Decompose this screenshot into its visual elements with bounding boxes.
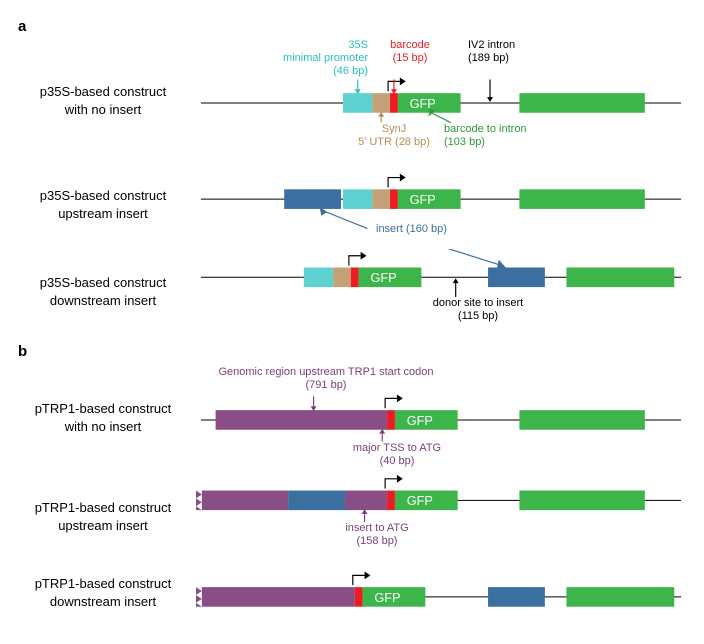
panel-b-row-1: pTRP1-based constructwith no insert GFP … [18,366,686,470]
annot-ins2atg: insert to ATG(158 bp) [332,522,422,548]
annot-intron: IV2 intron(189 bp) [468,39,515,65]
row-label: pTRP1-based constructupstream insert [18,499,196,534]
annot-tss: major TSS to ATG(40 bp) [342,442,452,468]
annot-insert: insert (160 bp) [376,223,447,236]
row-label: pTRP1-based constructwith no insert [18,400,196,435]
annot-donor: donor site to insert(115 bp) [418,297,538,323]
annot-bc2int: barcode to intron(103 bp) [444,123,527,149]
annot-promoter: 35Sminimal promoter(46 bp) [278,39,368,79]
construct-diagram: GFP [196,41,686,161]
row-label: pTRP1-based constructdownstream insert [18,575,196,610]
row-label: p35S-based constructupstream insert [18,187,196,222]
panel-a-row-1: p35S-based constructwith no insert GFP 3… [18,41,686,161]
construct-diagram: GFP [196,474,686,560]
gfp-text: GFP [410,96,436,111]
annot-synj: SynJ5' UTR (28 bp) [349,123,439,149]
construct-diagram: GFP [196,567,686,619]
annot-upstream: Genomic region upstream TRP1 start codon… [196,366,456,392]
panel-a-row-2: p35S-based constructupstream insert GFP … [18,165,686,245]
row-label: p35S-based constructdownstream insert [18,274,196,309]
svg-text:GFP: GFP [407,493,433,508]
svg-text:GFP: GFP [407,413,433,428]
panel-a-letter: a [18,18,686,35]
panel-a-row-3: p35S-based constructdownstream insert GF… [18,249,686,335]
annot-barcode: barcode(15 bp) [380,39,440,65]
svg-text:GFP: GFP [370,270,396,285]
panel-b-row-2: pTRP1-based constructupstream insert GFP… [18,474,686,560]
panel-b-row-3: pTRP1-based constructdownstream insert G… [18,564,686,622]
svg-text:GFP: GFP [410,192,436,207]
panel-b-letter: b [18,343,686,360]
row-label: p35S-based constructwith no insert [18,83,196,118]
